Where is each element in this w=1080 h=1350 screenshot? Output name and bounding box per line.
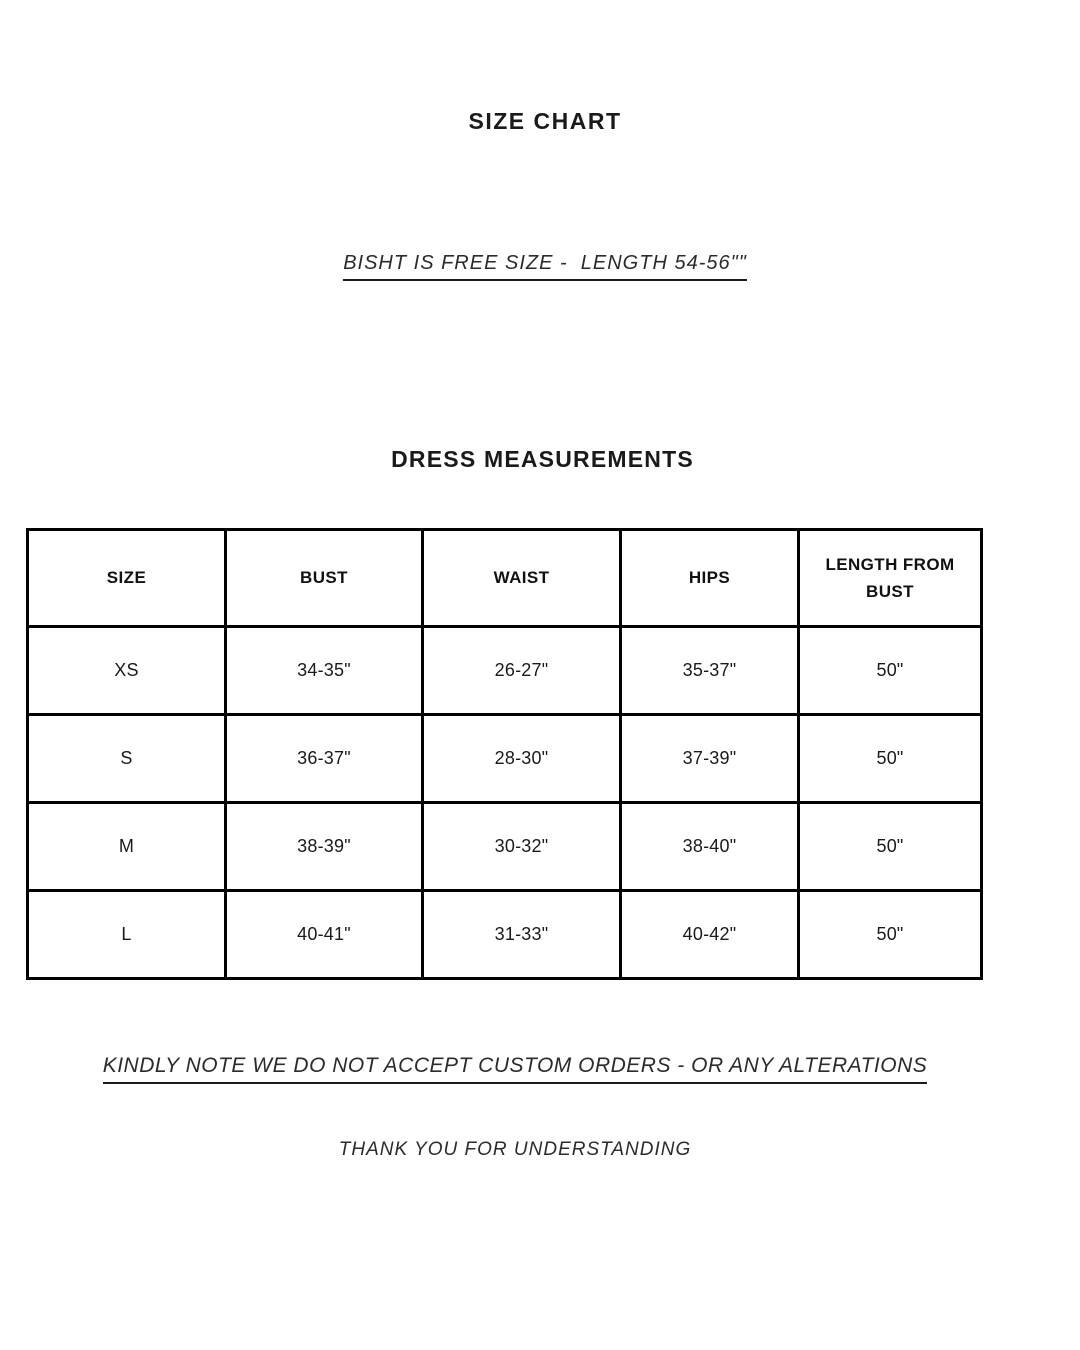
bust-cell: 38-39" [224, 801, 424, 892]
custom-orders-note-text: KINDLY NOTE WE DO NOT ACCEPT CUSTOM ORDE… [102, 1054, 928, 1084]
free-size-note-text: BISHT IS FREE SIZE - LENGTH 54-56"" [343, 252, 747, 281]
size-cell: M [26, 801, 227, 892]
table-row-s: S 36-37" 28-30" 37-39" 50" [26, 713, 983, 804]
dress-measurements-title: DRESS MEASUREMENTS [391, 446, 694, 472]
length-cell: 50" [797, 889, 983, 980]
size-cell: S [26, 713, 227, 804]
hips-cell: 40-42" [619, 889, 800, 980]
hips-cell: 37-39" [619, 713, 800, 804]
bust-cell: 40-41" [224, 889, 424, 980]
waist-cell: 26-27" [421, 625, 622, 716]
column-header-bust: BUST [224, 528, 424, 628]
length-cell: 50" [797, 713, 983, 804]
waist-cell: 28-30" [421, 713, 622, 804]
length-cell: 50" [797, 625, 983, 716]
size-cell: XS [26, 625, 227, 716]
table-row-m: M 38-39" 30-32" 38-40" 50" [26, 801, 983, 892]
column-header-length: LENGTH FROM BUST [797, 528, 983, 628]
free-size-note: BISHT IS FREE SIZE - LENGTH 54-56"" [0, 252, 1080, 281]
table-header-row: SIZE BUST WAIST HIPS LENGTH FROM BUST [26, 528, 983, 628]
bust-cell: 36-37" [224, 713, 424, 804]
custom-orders-note: KINDLY NOTE WE DO NOT ACCEPT CUSTOM ORDE… [50, 1054, 980, 1084]
table-row-l: L 40-41" 31-33" 40-42" 50" [26, 889, 983, 980]
waist-cell: 30-32" [421, 801, 622, 892]
column-header-waist: WAIST [421, 528, 622, 628]
size-measurements-table: SIZE BUST WAIST HIPS LENGTH FROM BUST XS… [26, 528, 983, 980]
waist-cell: 31-33" [421, 889, 622, 980]
bust-cell: 34-35" [224, 625, 424, 716]
thank-you-note: THANK YOU FOR UNDERSTANDING [338, 1139, 692, 1160]
column-header-hips: HIPS [619, 528, 800, 628]
length-cell: 50" [797, 801, 983, 892]
hips-cell: 35-37" [619, 625, 800, 716]
hips-cell: 38-40" [619, 801, 800, 892]
size-cell: L [26, 889, 227, 980]
column-header-size: SIZE [26, 528, 227, 628]
table-row-xs: XS 34-35" 26-27" 35-37" 50" [26, 625, 983, 716]
page-title: SIZE CHART [468, 108, 622, 134]
